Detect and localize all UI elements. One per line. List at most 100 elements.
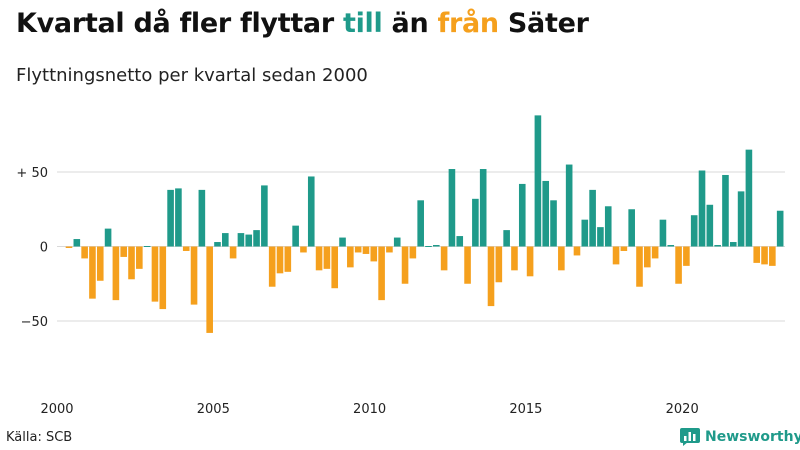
bar xyxy=(331,246,339,289)
bar xyxy=(378,246,385,301)
bar xyxy=(354,246,362,253)
bar xyxy=(565,164,573,247)
bar xyxy=(706,204,714,247)
bar xyxy=(737,191,745,247)
x-tick-label: 2020 xyxy=(666,402,699,417)
bar xyxy=(722,174,729,247)
bar xyxy=(136,246,143,269)
bar xyxy=(644,246,651,268)
bar xyxy=(612,246,620,265)
bar xyxy=(464,246,471,284)
bar xyxy=(245,234,253,247)
bar xyxy=(597,227,604,247)
bar xyxy=(143,246,151,247)
bar xyxy=(620,246,628,251)
bar xyxy=(151,246,159,302)
bar xyxy=(409,246,417,259)
bar xyxy=(433,245,440,247)
bar xyxy=(89,246,96,299)
bar xyxy=(315,246,323,271)
bar xyxy=(589,189,596,247)
bar xyxy=(558,246,565,271)
bar xyxy=(120,246,128,257)
chart-title: Kvartal då fler flyttar till än från Sät… xyxy=(16,8,589,39)
bar xyxy=(487,246,495,307)
bar xyxy=(276,246,284,274)
title-highlight-till: till xyxy=(342,8,383,39)
bar xyxy=(698,170,706,247)
bar xyxy=(683,246,690,266)
bar xyxy=(307,176,315,247)
bar xyxy=(222,233,229,247)
bar xyxy=(159,246,167,310)
bar xyxy=(753,246,761,263)
bar xyxy=(729,242,737,247)
x-tick-label: 2010 xyxy=(353,402,386,417)
bar xyxy=(745,149,753,247)
bar xyxy=(761,246,768,265)
bar xyxy=(417,200,424,247)
bar xyxy=(167,189,174,247)
bar xyxy=(526,246,534,277)
bar xyxy=(581,219,589,247)
bar xyxy=(261,185,268,247)
bar xyxy=(675,246,682,284)
bar xyxy=(339,237,346,247)
bar xyxy=(268,246,276,287)
bar xyxy=(479,169,487,247)
bar xyxy=(190,246,198,305)
bar xyxy=(300,246,307,253)
chart-subtitle: Flyttningsnetto per kvartal sedan 2000 xyxy=(16,65,368,86)
title-part-1: Kvartal då fler flyttar xyxy=(16,8,343,39)
bar xyxy=(128,246,135,280)
bar xyxy=(386,246,393,253)
bars xyxy=(65,115,784,333)
chart-bubble-icon xyxy=(680,428,700,446)
bar xyxy=(182,246,190,251)
bar xyxy=(292,225,299,247)
bar xyxy=(440,246,448,271)
bar xyxy=(104,228,112,247)
bar xyxy=(323,246,331,269)
bar xyxy=(714,245,721,247)
bar xyxy=(776,210,784,247)
x-tick-label: 2015 xyxy=(509,402,542,417)
bar xyxy=(73,239,81,247)
x-tick-label: 2005 xyxy=(197,402,230,417)
source-note: Källa: SCB xyxy=(6,430,73,445)
bar xyxy=(518,183,526,247)
bar xyxy=(229,246,237,259)
bar xyxy=(573,246,581,256)
bar xyxy=(503,230,510,247)
bar xyxy=(690,215,698,247)
axis-labels: + 50 0 −50 2000 2005 2010 2015 2020 xyxy=(16,166,698,417)
bar xyxy=(495,246,503,283)
bar xyxy=(284,246,292,272)
bar xyxy=(534,115,542,247)
newsworthy-logo: Newsworthy xyxy=(680,428,800,446)
bar xyxy=(628,209,635,247)
bar xyxy=(769,246,776,266)
bar xyxy=(659,219,667,247)
y-tick-label: 0 xyxy=(40,241,48,256)
bar xyxy=(65,246,73,248)
bar xyxy=(393,237,401,247)
bar xyxy=(362,246,370,254)
brand-name: Newsworthy xyxy=(705,429,800,445)
bar xyxy=(81,246,88,259)
bar xyxy=(636,246,643,287)
bar xyxy=(214,242,221,247)
bar xyxy=(667,245,675,247)
y-tick-label: −50 xyxy=(21,315,48,330)
bar xyxy=(456,236,464,247)
bar xyxy=(206,246,213,333)
bar xyxy=(550,200,557,247)
title-highlight-fran: från xyxy=(437,8,500,39)
title-part-5: Säter xyxy=(498,8,589,39)
bar xyxy=(237,233,245,247)
title-part-3: än xyxy=(382,8,438,39)
bar xyxy=(472,198,479,247)
bar xyxy=(198,189,206,247)
bar xyxy=(448,169,456,247)
